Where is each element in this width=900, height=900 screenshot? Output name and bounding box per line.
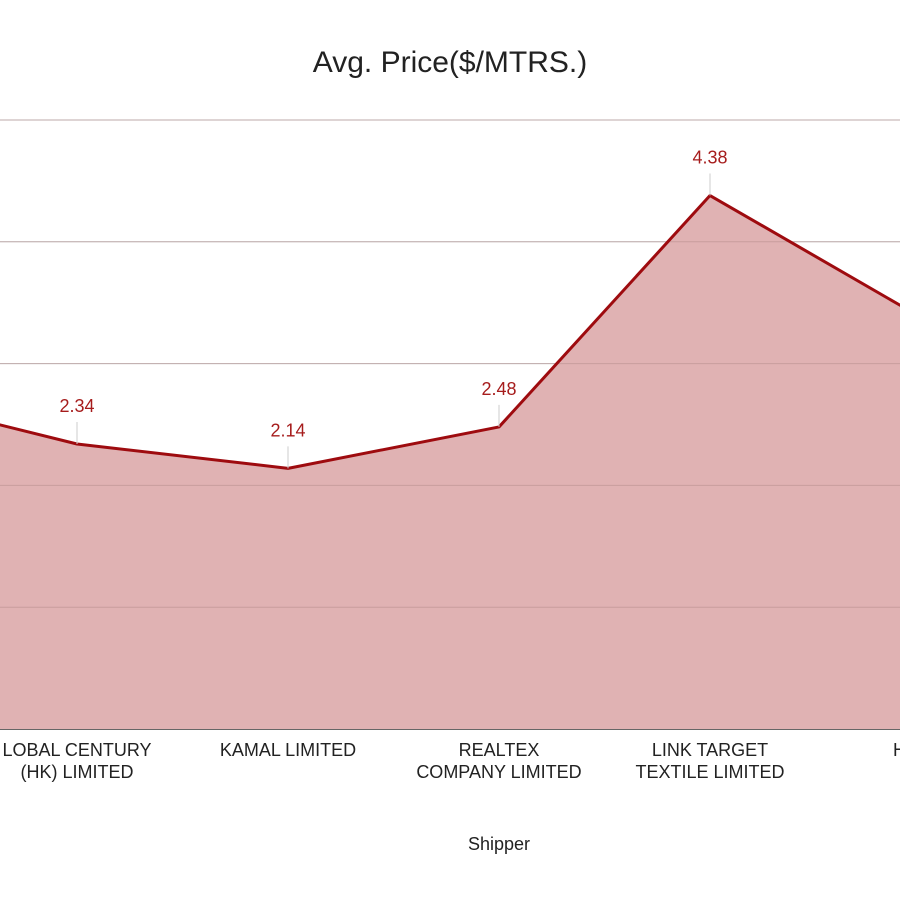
line — [0, 194, 900, 470]
data-label: 2.48 — [481, 379, 516, 399]
x-tick-label: LINK TARGET TEXTILE LIMITED — [635, 740, 784, 782]
chart-title: Avg. Price($/MTRS.) — [313, 46, 588, 79]
data-label: 2.14 — [270, 420, 305, 440]
area-fill — [0, 195, 900, 729]
data-label: 4.38 — [692, 148, 727, 168]
x-tick-label: REALTEX COMPANY LIMITED — [416, 740, 581, 782]
x-tick-label: KAMAL LIMITED — [220, 740, 356, 760]
x-tick-label: HA ME — [893, 740, 900, 760]
x-axis-label: Shipper — [468, 834, 530, 854]
x-tick-label: LOBAL CENTURY (HK) LIMITED — [2, 740, 151, 782]
data-label: 2.34 — [59, 396, 94, 416]
